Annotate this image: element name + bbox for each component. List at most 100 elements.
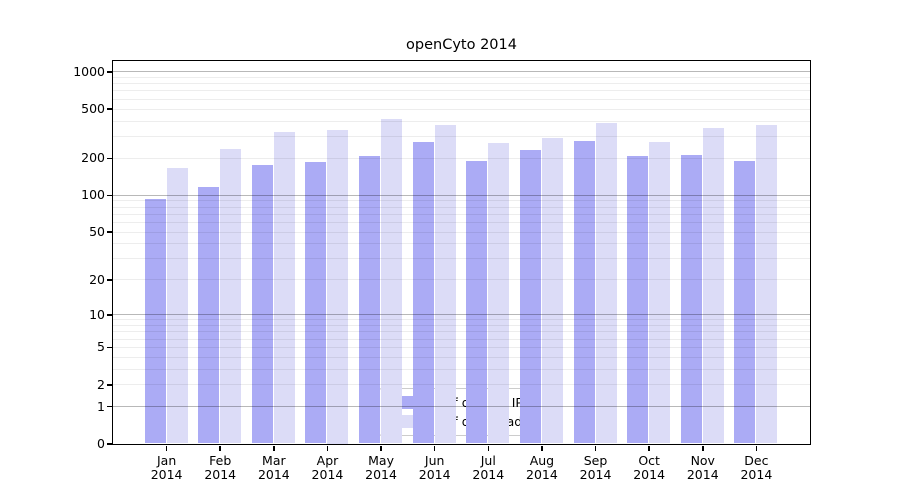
minor-gridline [112, 325, 810, 327]
minor-gridline [112, 206, 810, 208]
y-tick-mark [106, 71, 112, 73]
bar-distinct-ips-mar [251, 164, 273, 444]
y-tick-mark [106, 384, 112, 386]
minor-gridline [112, 120, 810, 122]
bar-distinct-ips-nov [680, 155, 702, 444]
bar-downloads-sep [595, 122, 617, 444]
x-tick-mark [541, 445, 543, 451]
bar-distinct-ips-sep [573, 140, 595, 444]
minor-gridline [112, 83, 810, 85]
y-tick-mark [106, 194, 112, 197]
y-tick-mark [106, 346, 112, 349]
minor-gridline [112, 279, 810, 281]
bar-downloads-oct [649, 141, 671, 444]
y-tick-mark [106, 314, 112, 316]
y-tick-label-1: 1 [97, 398, 105, 414]
y-tick-mark [106, 108, 112, 110]
y-tick-label-10: 10 [89, 306, 105, 322]
x-tick-mark [165, 445, 168, 451]
x-tick-mark [433, 445, 436, 451]
bar-downloads-jan [166, 168, 188, 444]
minor-gridline [112, 384, 810, 386]
y-tick-mark [106, 231, 112, 233]
minor-gridline [112, 258, 810, 260]
minor-gridline [112, 231, 810, 233]
bar-distinct-ips-may [359, 156, 381, 444]
bar-distinct-ips-jun [412, 141, 434, 444]
bar-downloads-nov [702, 127, 724, 444]
x-tick-label-jul: Jul 2014 [472, 453, 505, 482]
minor-gridline [112, 76, 810, 78]
x-tick-label-aug: Aug 2014 [526, 453, 558, 482]
bar-downloads-apr [327, 130, 349, 444]
bar-distinct-ips-aug [519, 150, 541, 444]
bar-distinct-ips-dec [734, 160, 756, 444]
minor-gridline [112, 136, 810, 137]
x-tick-mark [219, 445, 221, 451]
x-tick-mark [648, 445, 650, 451]
y-tick-mark [106, 405, 112, 408]
y-tick-label-2: 2 [97, 376, 105, 392]
x-tick-label-jun: Jun 2014 [418, 453, 451, 482]
bar-downloads-may [381, 118, 403, 444]
y-tick-label-5: 5 [97, 339, 105, 355]
x-tick-label-apr: Apr 2014 [311, 453, 344, 482]
major-gridline [112, 314, 810, 316]
x-tick-mark [326, 445, 329, 451]
x-tick-label-oct: Oct 2014 [633, 453, 666, 482]
y-tick-label-20: 20 [89, 271, 105, 287]
x-tick-label-may: May 2014 [365, 453, 397, 482]
minor-gridline [112, 222, 810, 223]
y-tick-label-0: 0 [97, 436, 105, 451]
bar-downloads-jul [488, 142, 510, 444]
minor-gridline [112, 338, 810, 340]
y-tick-label-50: 50 [89, 224, 105, 240]
minor-gridline [112, 90, 810, 92]
x-tick-label-jan: Jan 2014 [150, 453, 183, 482]
bar-distinct-ips-jan [144, 198, 166, 444]
minor-gridline [112, 98, 810, 100]
y-tick-mark [106, 443, 112, 445]
bar-downloads-dec [756, 124, 778, 444]
y-tick-label-200: 200 [81, 150, 105, 166]
minor-gridline [112, 346, 810, 348]
plot-area: Nb of distinct IPs Nb of downloads [111, 60, 811, 445]
bar-downloads-aug [541, 137, 563, 444]
major-gridline [112, 194, 810, 196]
bar-downloads-mar [273, 131, 295, 444]
bar-distinct-ips-oct [627, 156, 649, 444]
x-tick-mark [380, 445, 382, 451]
y-tick-label-1000: 1000 [73, 63, 105, 79]
minor-gridline [112, 157, 810, 159]
x-tick-mark [487, 445, 490, 451]
bar-downloads-feb [220, 149, 242, 444]
minor-gridline [112, 108, 810, 110]
minor-gridline [112, 319, 810, 321]
x-tick-label-nov: Nov 2014 [686, 453, 719, 482]
major-gridline [112, 71, 810, 73]
x-tick-label-feb: Feb 2014 [204, 453, 237, 482]
x-tick-label-sep: Sep 2014 [579, 453, 612, 482]
bar-distinct-ips-apr [305, 161, 327, 444]
minor-gridline [112, 213, 810, 215]
y-tick-label-500: 500 [81, 101, 105, 117]
x-tick-mark [755, 445, 758, 451]
y-tick-mark [106, 279, 112, 281]
chart-title: openCyto 2014 [406, 37, 517, 53]
minor-gridline [112, 200, 810, 202]
y-tick-mark [106, 157, 112, 159]
x-tick-mark [594, 445, 597, 451]
minor-gridline [112, 368, 810, 370]
bar-distinct-ips-feb [198, 187, 220, 444]
bar-distinct-ips-jul [466, 160, 488, 444]
x-tick-label-mar: Mar 2014 [257, 453, 290, 482]
x-tick-mark [702, 445, 704, 451]
bar-downloads-jun [434, 124, 456, 444]
x-tick-mark [273, 445, 275, 451]
minor-gridline [112, 331, 810, 333]
x-tick-label-dec: Dec 2014 [740, 453, 773, 482]
minor-gridline [112, 356, 810, 358]
major-gridline [112, 406, 810, 408]
minor-gridline [112, 243, 810, 245]
